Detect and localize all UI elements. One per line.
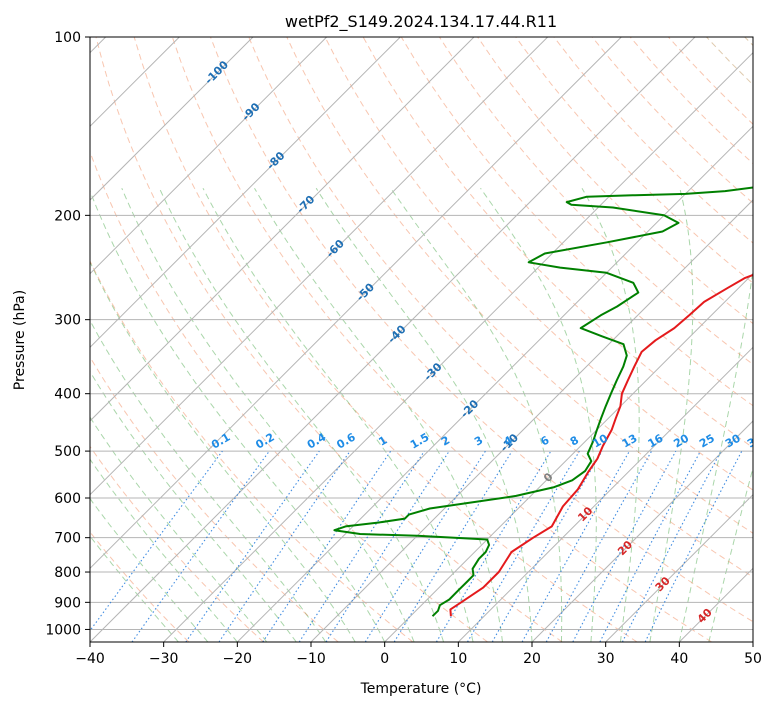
- isotherm-line: [605, 493, 753, 642]
- mixing-ratio-line: [90, 450, 223, 632]
- isotherm-line: [457, 346, 753, 642]
- isotherm-line: [163, 51, 753, 642]
- dry-adiabat-line: [248, 37, 753, 578]
- moist-adiabat-line: [90, 189, 386, 642]
- x-tick-label: −40: [75, 651, 105, 667]
- mixing-ratio-line: [325, 450, 450, 642]
- moist-adiabat-line: [121, 188, 415, 642]
- isotherm-line: [531, 420, 753, 642]
- mixing-ratio-line: [393, 450, 513, 642]
- x-tick-label: 20: [523, 651, 541, 667]
- dry-adiabat-line: [286, 37, 753, 534]
- y-tick-label: 100: [54, 30, 81, 46]
- dry-adiabat-line: [515, 37, 753, 284]
- moist-adiabat-line: [678, 265, 753, 642]
- moist-adiabat-line: [90, 497, 209, 642]
- isotherm-line: [90, 37, 328, 275]
- moist-adiabats: [90, 187, 753, 642]
- profile-series: [333, 186, 753, 617]
- isotherm-line: [90, 37, 401, 349]
- mixing-ratio-line: [298, 450, 425, 642]
- x-axis-title: Temperature (°C): [360, 681, 482, 697]
- dry-adiabat-line: [210, 37, 753, 623]
- y-tick-label: 900: [54, 595, 81, 611]
- isotherm-line: [90, 37, 475, 422]
- isotherm-line: [90, 37, 622, 570]
- y-tick-label: 300: [54, 313, 81, 329]
- y-tick-label: 800: [54, 565, 81, 581]
- mixing-ratio-line: [218, 450, 351, 642]
- chart-title: wetPf2_S149.2024.134.17.44.R11: [285, 12, 557, 32]
- dry-adiabat-line: [171, 37, 712, 642]
- dry-adiabat-line: [133, 37, 638, 642]
- y-tick-label: 700: [54, 531, 81, 547]
- dry-adiabat-line: [324, 37, 753, 491]
- moist-adiabat-line: [202, 187, 474, 642]
- mixing-ratio-label: 36: [745, 431, 765, 450]
- dewpoint-profile-line: [333, 186, 753, 617]
- mixing-ratio-line: [572, 450, 677, 642]
- mixing-ratio-line: [521, 450, 630, 642]
- mixing-ratio-line: [131, 450, 270, 642]
- mixing-ratio-line: [262, 450, 392, 642]
- x-axis: −40 −30 −20 −10 0 10 20 30 40 50: [75, 642, 762, 667]
- y-tick-label: 1000: [45, 622, 81, 638]
- temperature-profile-line: [449, 273, 753, 617]
- mixing-ratio-line: [545, 450, 653, 642]
- dry-adiabat-line: [90, 259, 414, 642]
- isotherm-line: [384, 272, 753, 642]
- moist-adiabat-line: [90, 458, 238, 642]
- y-tick-label: 600: [54, 491, 81, 507]
- x-tick-label: −30: [149, 651, 179, 667]
- moist-adiabat-line: [90, 319, 327, 642]
- x-tick-label: 10: [449, 651, 467, 667]
- mixing-ratio-line: [185, 450, 320, 642]
- moist-adiabat-line: [315, 187, 533, 642]
- x-tick-label: −20: [223, 651, 253, 667]
- y-tick-label: 200: [54, 208, 81, 224]
- moist-adiabat-line: [480, 187, 597, 642]
- dry-adiabat-line: [90, 356, 339, 642]
- moist-adiabat-line: [90, 260, 356, 642]
- moist-adiabat-line: [90, 535, 179, 642]
- plot-background: [90, 37, 753, 642]
- dry-adiabat-line: [95, 37, 563, 642]
- y-tick-label: 400: [54, 387, 81, 403]
- moist-adiabat-line: [649, 188, 694, 642]
- mixing-ratio-line: [644, 450, 743, 642]
- isotherm-line: [90, 37, 696, 642]
- moist-adiabat-line: [581, 187, 640, 642]
- moist-adiabat-line: [254, 187, 503, 642]
- moist-adiabat-line: [390, 187, 563, 642]
- x-tick-label: 40: [670, 651, 688, 667]
- y-tick-label: 500: [54, 444, 81, 460]
- pressure-gridlines: [90, 37, 753, 630]
- plot-frame: [89, 36, 754, 643]
- y-axis-title: Pressure (hPa): [12, 290, 28, 390]
- isotherm-line: [90, 37, 254, 201]
- y-axis: 1000 900 800 700 600 500 400 300 200 100: [45, 30, 90, 638]
- isotherm-line: [90, 37, 549, 496]
- x-tick-label: 50: [744, 651, 762, 667]
- x-tick-label: −10: [296, 651, 326, 667]
- x-tick-label: 30: [597, 651, 615, 667]
- dry-adiabat-line: [90, 445, 264, 642]
- isotherm-line: [236, 125, 753, 642]
- dry-adiabats: [90, 37, 753, 642]
- x-tick-label: 0: [380, 651, 389, 667]
- mixing-ratio-lines: [90, 450, 743, 642]
